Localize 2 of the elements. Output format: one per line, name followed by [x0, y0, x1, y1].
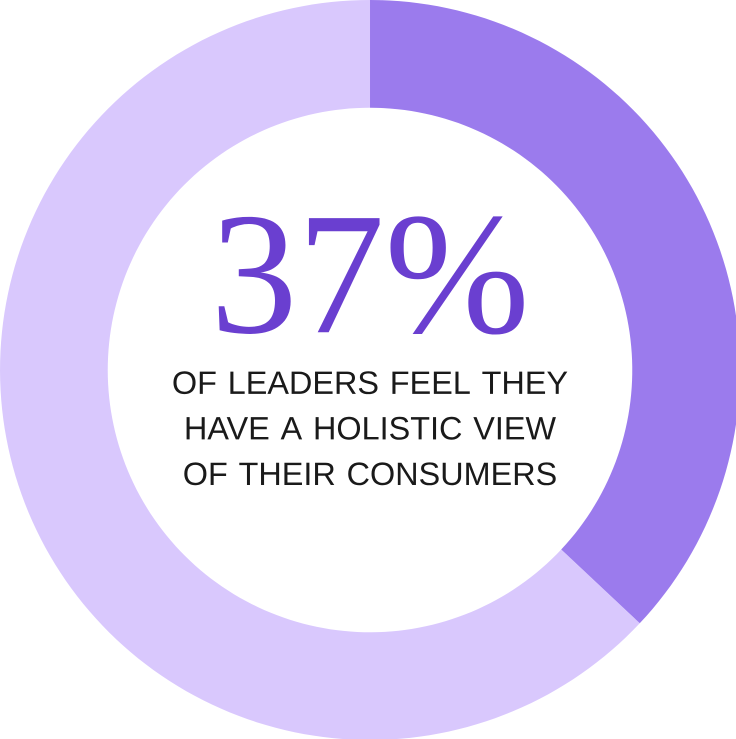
text: 37% [218, 216, 524, 335]
text: OF LEADERS FEEL THEY HAVE A HOLISTIC VIEW OF THEIR CONSUMERS [173, 371, 568, 486]
